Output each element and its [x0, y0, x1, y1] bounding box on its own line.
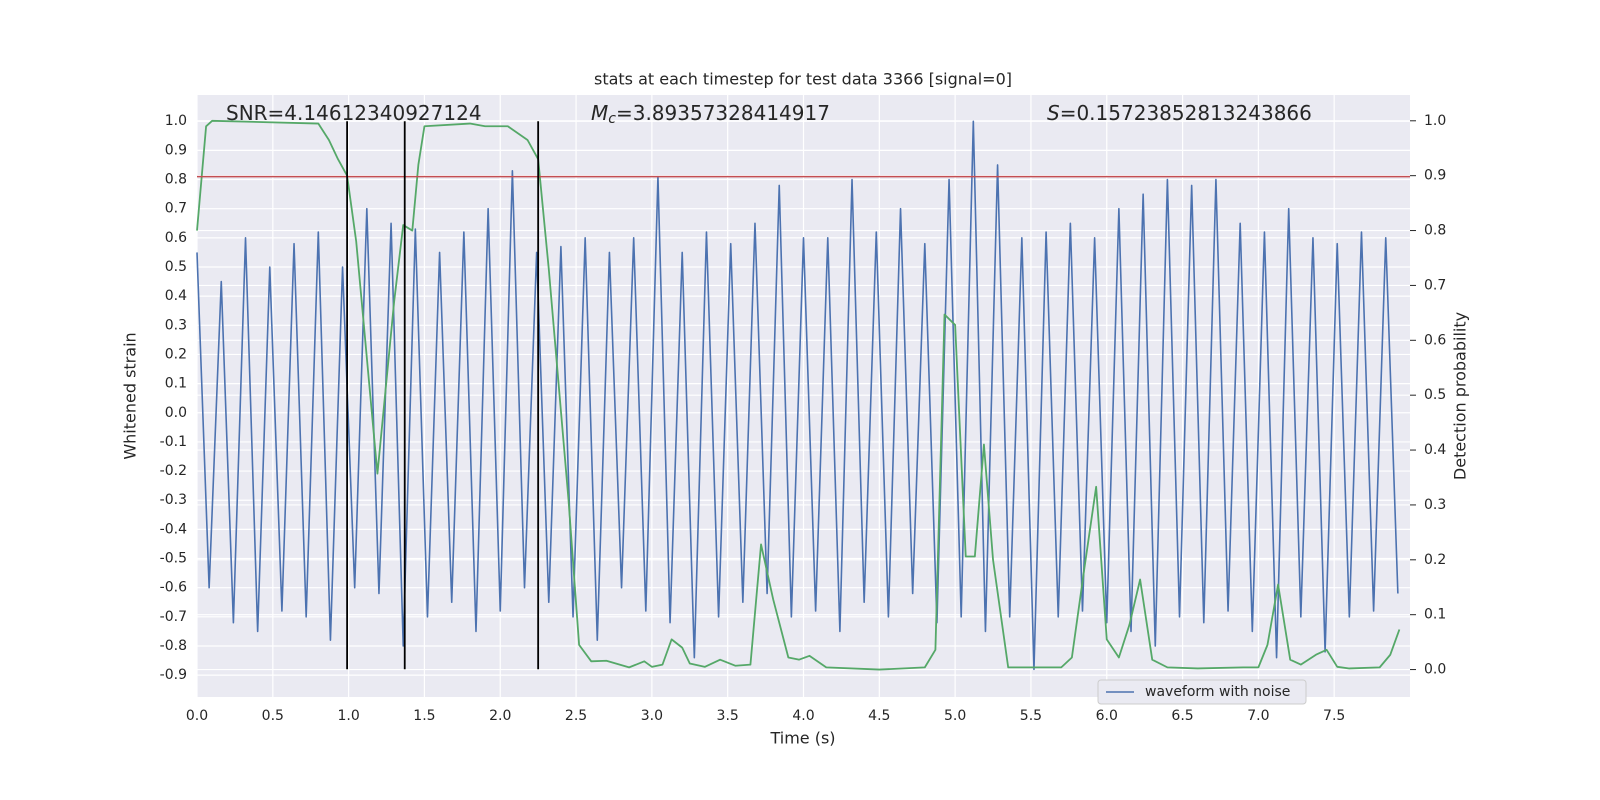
annotation: SNR=4.14612340927124: [226, 101, 482, 125]
x-tick-label: 6.5: [1171, 708, 1193, 724]
probability-line: [196, 119, 1401, 671]
y-tick-label: 1.0: [165, 113, 187, 129]
y2-tick-label: 0.7: [1424, 277, 1446, 293]
x-tick-label: 4.0: [792, 708, 814, 724]
x-tick-label: 2.5: [565, 708, 587, 724]
y-tick-label: -0.8: [160, 638, 187, 654]
chart-title: stats at each timestep for test data 336…: [594, 70, 1012, 89]
y2-axis-label: Detection probability: [1451, 312, 1470, 480]
y2-tick-label: 0.4: [1424, 442, 1446, 458]
annotation-symbol: M: [591, 101, 608, 125]
y-tick-label: 0.2: [165, 346, 187, 362]
y-tick-label: 0.4: [165, 288, 187, 304]
x-tick-label: 0.5: [262, 708, 284, 724]
annotation-text: =0.15723852813243866: [1060, 101, 1312, 125]
y-tick-label: -0.7: [160, 609, 187, 625]
marks: [196, 119, 1410, 671]
x-tick-label: 3.5: [717, 708, 739, 724]
annotation-symbol: S: [1047, 101, 1060, 125]
x-tick-label: 5.0: [944, 708, 966, 724]
y-tick-label: -0.9: [160, 667, 187, 683]
y-tick-label: 0.8: [165, 172, 187, 188]
x-tick-label: 6.0: [1096, 708, 1118, 724]
annotation-text: SNR=4.14612340927124: [226, 101, 482, 125]
y2-tick-label: 0.5: [1424, 387, 1446, 403]
y-tick-label: 0.5: [165, 259, 187, 275]
annotation-text: =3.89357328414917: [616, 101, 830, 125]
y2-tick-label: 0.0: [1424, 662, 1446, 678]
grid: [196, 95, 1410, 697]
x-tick-label: 3.0: [641, 708, 663, 724]
y2-tick-label: 1.0: [1424, 113, 1446, 129]
x-tick-label: 7.0: [1247, 708, 1269, 724]
legend-box: [1097, 679, 1307, 705]
x-tick-label: 2.0: [489, 708, 511, 724]
y-tick-label: -0.3: [160, 492, 187, 508]
y2-tick-label: 0.2: [1424, 552, 1446, 568]
annotation: Mc=3.89357328414917: [591, 101, 830, 128]
x-tick-label: 1.5: [413, 708, 435, 724]
x-axis-label: Time (s): [769, 729, 835, 748]
y2-tick-label: 0.8: [1424, 223, 1446, 239]
x-tick-label: 5.5: [1020, 708, 1042, 724]
y-tick-label: -0.2: [160, 463, 187, 479]
y2-tick-label: 0.3: [1424, 497, 1446, 513]
annotation-subscript: c: [608, 111, 616, 127]
y2-tick-label: 0.9: [1424, 168, 1446, 184]
legend-label: waveform with noise: [1145, 684, 1290, 700]
x-tick-label: 1.0: [337, 708, 359, 724]
y-tick-label: -0.5: [160, 551, 187, 567]
x-tick-label: 4.5: [868, 708, 890, 724]
y2-tick-label: 0.6: [1424, 332, 1446, 348]
y2-tick-label: 0.1: [1424, 607, 1446, 623]
y-axis-label: Whitened strain: [121, 332, 140, 459]
y-tick-label: 0.3: [165, 317, 187, 333]
y-tick-label: -0.4: [160, 521, 187, 537]
labels: 0.0 0.5 1.0 1.5 2.0 2.5 3.0 3.5 4.0 4.5 5.0 5.5 6.0 6…: [160, 101, 1447, 725]
y-tick-label: 0.1: [165, 376, 187, 392]
x-tick-label: 7.5: [1323, 708, 1345, 724]
y-tick-label: 0.6: [165, 230, 187, 246]
waveform-line: [196, 120, 1399, 671]
x-tick-label: 0.0: [186, 708, 208, 724]
y-tick-label: 0.7: [165, 201, 187, 217]
y-tick-label: -0.6: [160, 580, 187, 596]
y-tick-label: 0.9: [165, 142, 187, 158]
y-tick-label: -0.1: [160, 434, 187, 450]
annotation: S=0.15723852813243866: [1047, 101, 1312, 125]
y-tick-label: 0.0: [165, 405, 187, 421]
